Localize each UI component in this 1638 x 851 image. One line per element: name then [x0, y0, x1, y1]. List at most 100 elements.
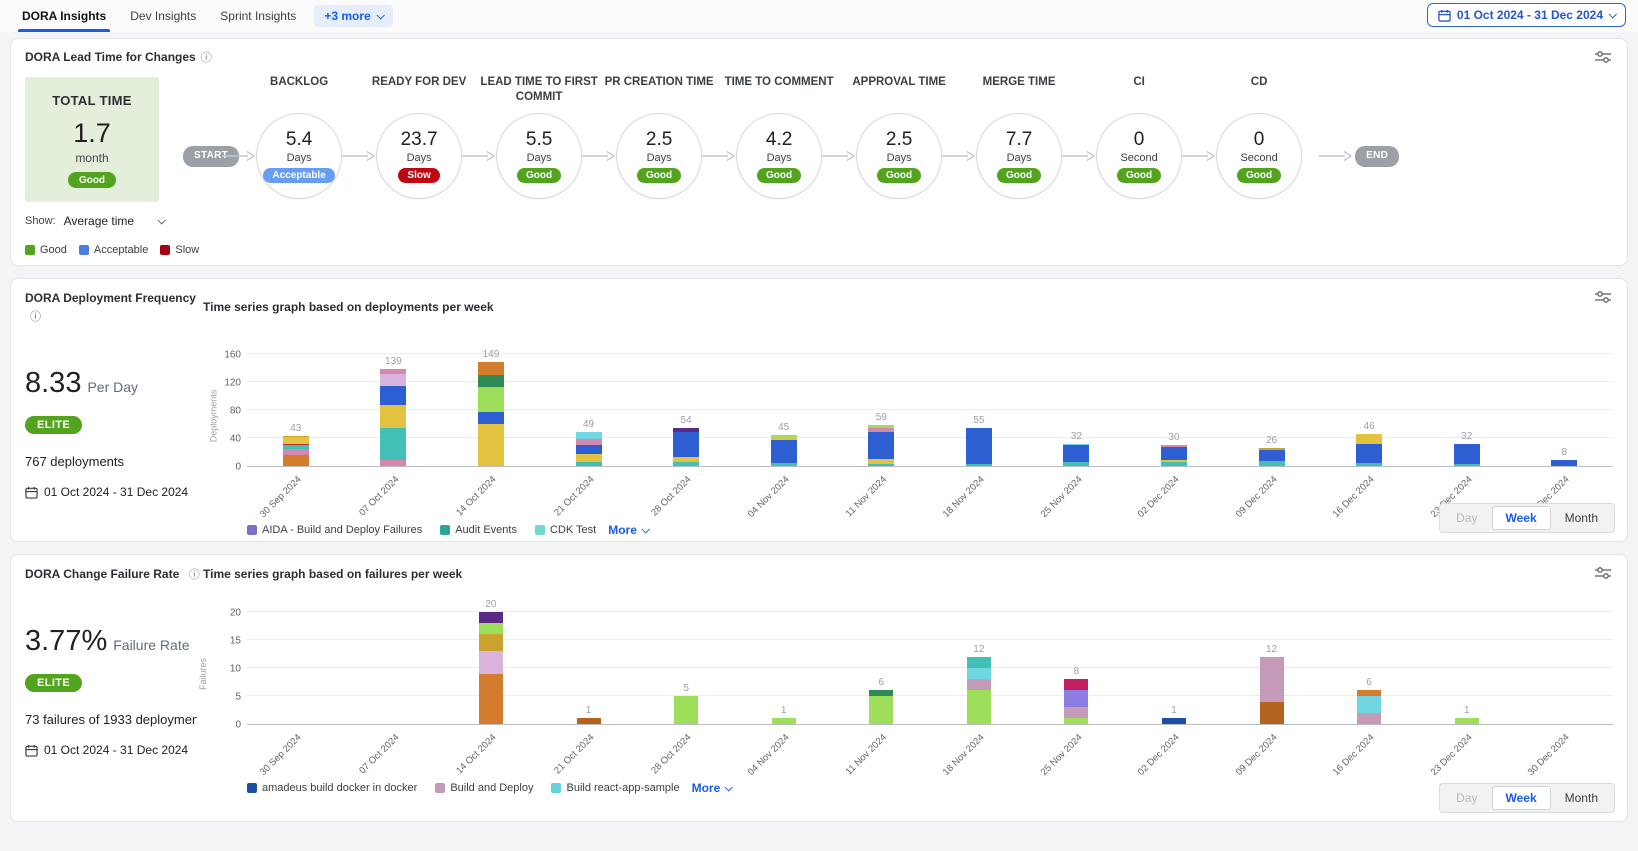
toggle-day[interactable]: Day	[1456, 511, 1478, 525]
stacked-bar[interactable]: 8	[1551, 447, 1578, 466]
stage-name: CD	[1250, 76, 1268, 88]
stacked-bar[interactable]: 6	[1357, 677, 1382, 724]
flow-stage-ready-for-dev: READY FOR DEV 23.7 Days Slow	[342, 75, 479, 245]
bar-segment	[965, 427, 992, 464]
bar-value-label: 12	[1266, 643, 1278, 655]
stage-unit: Days	[886, 152, 912, 164]
stacked-bar[interactable]: 32	[1063, 431, 1090, 466]
legend-item[interactable]: Build and Deploy	[435, 782, 533, 794]
stage-status-badge: Good	[877, 168, 922, 183]
bar-segment	[770, 436, 797, 441]
stacked-bar[interactable]: 54	[673, 415, 700, 466]
stacked-bar-chart: Failures 0 5 10 15 20 30 Sep 2024 07 Oct 2024 20…	[198, 599, 1613, 778]
stacked-bar[interactable]: 59	[868, 412, 895, 466]
bar-segment	[380, 386, 407, 406]
stacked-bar[interactable]: 55	[965, 415, 992, 467]
stacked-bar[interactable]: 1	[1161, 705, 1186, 724]
bar-slot: 8 25 Nov 2024	[1028, 613, 1126, 778]
stacked-bar[interactable]: 1	[771, 705, 796, 724]
bar-segment	[770, 463, 797, 466]
legend-item[interactable]: AIDA - Build and Deploy Failures	[247, 524, 422, 536]
panel-date-range-label: 01 Oct 2024 - 31 Dec 2024	[44, 743, 189, 757]
legend-swatch	[534, 525, 545, 535]
info-icon[interactable]: ⓘ	[188, 569, 200, 581]
info-icon[interactable]: ⓘ	[200, 52, 212, 64]
bar-slot: 55 18 Nov 2024	[930, 355, 1028, 520]
stacked-bar[interactable]: 8	[1064, 666, 1089, 724]
stacked-bar[interactable]: 5	[674, 683, 699, 724]
bar-value-label: 32	[1461, 430, 1473, 442]
legend-swatch	[551, 783, 562, 793]
stage-status-badge: Slow	[398, 168, 440, 183]
total-time-card: TOTAL TIME 1.7 month Good	[25, 77, 159, 202]
toggle-month[interactable]: Month	[1564, 511, 1598, 525]
lead-time-flow: START BACKLOG 5.4 Days Acceptable READY FOR D…	[183, 71, 1613, 253]
bar-segment	[1258, 461, 1285, 466]
bar-segment	[868, 424, 895, 429]
panel-title: DORA Deployment Frequency	[25, 291, 196, 305]
toggle-month[interactable]: Month	[1564, 791, 1598, 805]
stacked-bar[interactable]: 1	[1454, 705, 1479, 724]
bar-segment	[478, 623, 503, 635]
legend-item[interactable]: CDK Test	[534, 524, 596, 536]
bar-segment	[1258, 448, 1285, 450]
date-range-label: 01 Oct 2024 - 31 Dec 2024	[1456, 8, 1603, 22]
stacked-bar[interactable]: 6	[869, 677, 894, 724]
stacked-bar[interactable]: 32	[1453, 431, 1480, 466]
legend-more-link[interactable]: More	[608, 523, 650, 537]
bar-segment	[1064, 690, 1089, 708]
stacked-bar[interactable]: 1	[576, 705, 601, 724]
legend-item[interactable]: Audit Events	[440, 524, 517, 536]
bar-value-label: 49	[582, 418, 595, 430]
stacked-bar[interactable]: 149	[477, 349, 504, 466]
deployments-per-day-value: 8.33	[25, 367, 82, 399]
bar-slot: 1 02 Dec 2024	[1125, 613, 1223, 778]
bar-value-label: 59	[875, 411, 887, 423]
show-value: Average time	[63, 214, 135, 228]
legend-swatch	[435, 783, 446, 793]
settings-sliders-icon[interactable]	[1595, 291, 1611, 303]
legend-item[interactable]: amadeus build docker in docker	[247, 782, 417, 794]
date-range-picker[interactable]: 01 Oct 2024 - 31 Dec 2024	[1426, 3, 1626, 27]
tab-sprint-insights[interactable]: Sprint Insights	[220, 8, 297, 23]
y-tick-label: 0	[235, 461, 241, 473]
stage-unit: Days	[646, 152, 672, 164]
settings-sliders-icon[interactable]	[1595, 51, 1611, 63]
legend-swatch	[78, 245, 89, 255]
legend-item[interactable]: Build react-app-sample	[551, 782, 680, 794]
tab-dev-insights[interactable]: Dev Insights	[130, 8, 197, 23]
bar-slot: 6 16 Dec 2024	[1320, 613, 1418, 778]
stage-status-badge: Good	[1237, 168, 1282, 183]
panel-date-range-label: 01 Oct 2024 - 31 Dec 2024	[44, 485, 189, 499]
toggle-day[interactable]: Day	[1456, 791, 1478, 805]
stacked-bar[interactable]: 30	[1160, 432, 1187, 466]
stacked-bar[interactable]: 46	[1356, 421, 1383, 466]
legend-more-link[interactable]: More	[692, 781, 734, 795]
bar-segment	[673, 431, 700, 457]
settings-sliders-icon[interactable]	[1595, 567, 1611, 579]
y-tick-label: 0	[235, 719, 241, 731]
stage-status-badge: Acceptable	[263, 168, 335, 183]
bar-slot: 32 25 Nov 2024	[1028, 355, 1126, 520]
tabs-more-dropdown[interactable]: +3 more	[314, 5, 393, 27]
show-average-dropdown[interactable]: Show: Average time	[25, 214, 177, 228]
tab-dora-insights[interactable]: DORA Insights	[10, 1, 118, 32]
bar-value-label: 1	[585, 705, 592, 717]
stacked-bar[interactable]: 12	[966, 644, 991, 724]
bar-slot: 6 11 Nov 2024	[832, 613, 930, 777]
bar-value-label: 26	[1266, 434, 1278, 446]
flow-stage-cd: CD 0 Second Good	[1182, 75, 1319, 245]
stacked-bar[interactable]: 45	[770, 422, 797, 467]
stacked-bar[interactable]: 12	[1259, 644, 1284, 724]
chevron-down-icon	[641, 525, 650, 534]
info-icon[interactable]: ⓘ	[30, 311, 41, 323]
deployment-frequency-panel: DORA Deployment Frequency ⓘ Time series …	[10, 278, 1628, 542]
stacked-bar[interactable]: 20	[478, 599, 503, 724]
stacked-bar[interactable]: 49	[575, 419, 602, 466]
stacked-bar[interactable]: 139	[380, 356, 407, 466]
bar-segment	[1064, 679, 1089, 691]
stacked-bar[interactable]: 43	[282, 423, 309, 466]
toggle-week[interactable]: Week	[1491, 786, 1551, 810]
toggle-week[interactable]: Week	[1491, 506, 1551, 530]
stacked-bar[interactable]: 26	[1258, 435, 1285, 466]
